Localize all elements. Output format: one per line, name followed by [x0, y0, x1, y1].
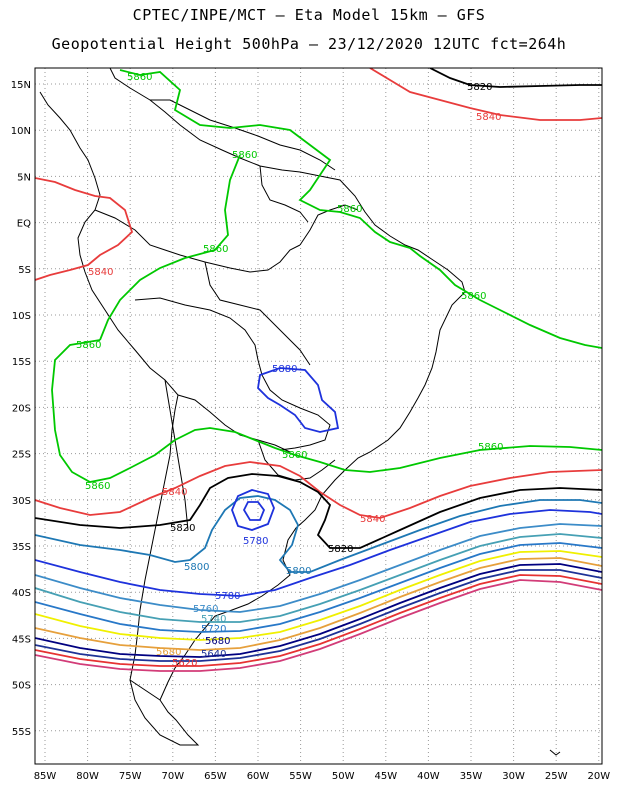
- contour-5800: [35, 495, 602, 573]
- contour-label: 5860: [478, 442, 503, 453]
- longitude-tick-label: 75W: [119, 771, 142, 782]
- contour-label: 5680: [156, 647, 181, 658]
- latitude-tick-label: 50S: [12, 681, 31, 692]
- title-line-1: CPTEC/INPE/MCT – Eta Model 15km – GFS: [132, 6, 486, 24]
- coastline: [39, 68, 561, 756]
- latitude-tick-label: 5S: [18, 265, 31, 276]
- contour-label: 5780: [215, 591, 240, 602]
- longitude-tick-label: 40W: [417, 771, 440, 782]
- contour-5720: [35, 542, 602, 633]
- latitude-tick-label: 15S: [12, 357, 31, 368]
- contour-label: 5640: [201, 649, 226, 660]
- latitude-tick-label: 20S: [12, 403, 31, 414]
- contour-label: 5880: [272, 364, 297, 375]
- contour-label: 5840: [360, 514, 385, 525]
- latitude-tick-label: 5N: [17, 172, 31, 183]
- longitude-tick-label: 85W: [34, 771, 57, 782]
- contour-5680: [35, 557, 602, 651]
- contour-5780: [35, 509, 602, 597]
- contour-label: 5820: [328, 544, 353, 555]
- contour-label: 5840: [162, 487, 187, 498]
- contour-label: 5860: [232, 150, 257, 161]
- title-line-2: Geopotential Height 500hPa – 23/12/2020 …: [51, 35, 567, 53]
- longitude-tick-label: 65W: [204, 771, 227, 782]
- contour-5860-west: [51, 339, 602, 483]
- longitude-tick-label: 30W: [502, 771, 525, 782]
- longitude-tick-label: 20W: [587, 771, 610, 782]
- latitude-tick-label: 15N: [11, 80, 31, 91]
- contour-label: 5860: [282, 450, 307, 461]
- contour-label: 5740: [201, 614, 226, 625]
- contour-label: 5760: [193, 604, 218, 615]
- contour-label: 5820: [467, 82, 492, 93]
- contour-label: 5860: [337, 204, 362, 215]
- contour-labels: 5860 5860 5860 5860 5860 5860 5860 5860 …: [76, 72, 503, 669]
- contour-5790-low: [242, 501, 266, 521]
- contour-5740: [35, 533, 602, 623]
- longitude-tick-label: 50W: [332, 771, 355, 782]
- contour-5860-north: [119, 69, 602, 349]
- contour-label: 5800: [184, 562, 209, 573]
- latitude-tick-label: 35S: [12, 542, 31, 553]
- latitude-tick-label: 55S: [12, 727, 31, 738]
- contour-label: 5820: [170, 523, 195, 534]
- longitude-tick-label: 55W: [289, 771, 312, 782]
- longitude-tick-label: 80W: [76, 771, 99, 782]
- contour-5840-west: [35, 177, 134, 281]
- longitude-tick-label: 35W: [460, 771, 483, 782]
- contour-5640: [35, 569, 602, 662]
- longitude-tick-label: 70W: [161, 771, 184, 782]
- longitude-labels: 85W 80W 75W 70W 65W 60W 55W 50W 45W 40W 35W 30W 25W 2…: [34, 771, 611, 782]
- contour-label: 5860: [85, 481, 110, 492]
- latitude-tick-label: 10S: [12, 311, 31, 322]
- contour-5820-north: [429, 68, 602, 88]
- contour-5660: [35, 563, 602, 658]
- latitude-tick-label: 25S: [12, 450, 31, 461]
- latitude-tick-label: 45S: [12, 634, 31, 645]
- contour-label: 5860: [76, 340, 101, 351]
- contour-label: 5620: [172, 658, 197, 669]
- contour-label: 5860: [127, 72, 152, 83]
- contour-label: 5720: [201, 624, 226, 635]
- longitude-tick-label: 45W: [374, 771, 397, 782]
- graticule: [35, 68, 602, 764]
- latitude-labels: 15N 10N 5N EQ 5S 10S 15S 20S 25S 30S 35S 40S 45S 50S 5…: [11, 80, 31, 738]
- contour-5700: [35, 550, 602, 641]
- contour-5600: [35, 579, 602, 672]
- map-frame: [34, 67, 603, 765]
- contour-label: 5680: [205, 636, 230, 647]
- contour-5840-south: [35, 461, 602, 519]
- contour-5780-low: [231, 489, 275, 531]
- contour-label: 5780: [243, 536, 268, 547]
- longitude-tick-label: 60W: [247, 771, 270, 782]
- contour-label: 5840: [476, 112, 501, 123]
- contours: [35, 68, 602, 672]
- contour-label: 5800: [286, 566, 311, 577]
- contour-5820: [35, 473, 602, 549]
- contour-label: 5840: [88, 267, 113, 278]
- latitude-tick-label: 10N: [11, 126, 31, 137]
- latitude-tick-label: 40S: [12, 588, 31, 599]
- contour-5840-north: [369, 68, 602, 121]
- contour-5760: [35, 523, 602, 613]
- latitude-tick-label: 30S: [12, 496, 31, 507]
- longitude-tick-label: 25W: [545, 771, 568, 782]
- contour-5860-interior: [99, 154, 241, 341]
- contour-label: 5860: [203, 244, 228, 255]
- contour-5880: [257, 367, 340, 433]
- latitude-tick-label: EQ: [17, 219, 31, 230]
- contour-5620: [35, 574, 602, 667]
- contour-label: 5860: [461, 291, 486, 302]
